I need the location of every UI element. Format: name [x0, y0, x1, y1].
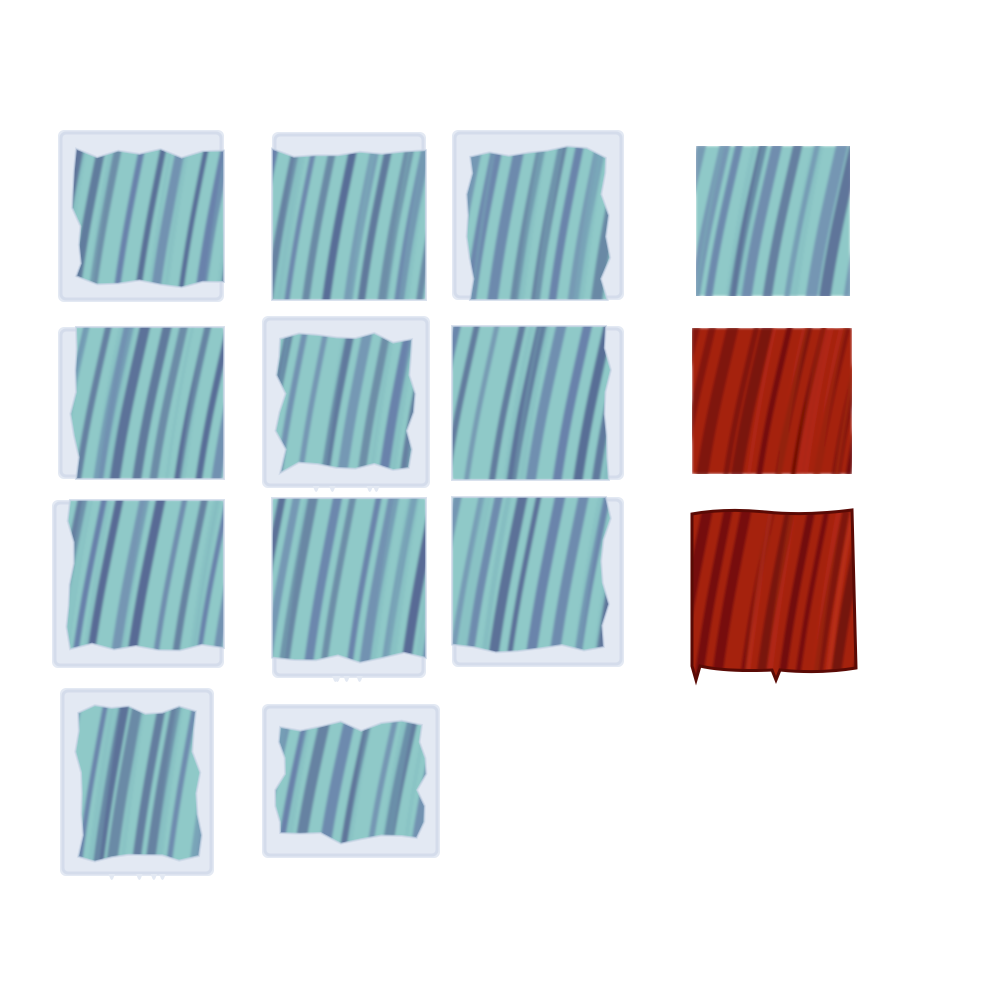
lava-tile-plain	[692, 328, 852, 474]
ice-texture	[58, 326, 225, 480]
ice-texture	[451, 325, 624, 481]
lava-texture	[690, 508, 858, 686]
ice-tile-plain	[696, 146, 850, 296]
ice-tile-snow-right	[451, 325, 624, 481]
lava-tile-dripping	[686, 506, 860, 686]
ice-tile-snow-top-left-bottom	[58, 130, 225, 302]
ice-tile-snow-all-sides	[262, 316, 430, 492]
ice-texture	[262, 316, 430, 492]
ice-texture	[696, 146, 850, 296]
ice-tile-snow-top	[271, 132, 427, 301]
ice-texture	[452, 130, 624, 301]
ice-texture	[60, 688, 214, 880]
ice-tile-snow-left-bottom	[52, 499, 225, 668]
ice-tile-snow-top-sides-bottom	[60, 688, 214, 880]
ice-texture	[262, 704, 440, 858]
ice-texture	[52, 499, 225, 668]
ice-tile-snow-sides	[262, 704, 440, 858]
lava-texture	[692, 328, 852, 474]
ice-tile-snow-bottom	[271, 497, 427, 682]
ice-tile-snow-top-right	[452, 130, 624, 301]
ice-tile-snow-right-bottom	[451, 496, 624, 667]
ice-texture	[451, 496, 624, 667]
ice-tile-snow-left	[58, 326, 225, 480]
ice-texture	[271, 132, 427, 301]
ice-texture	[58, 130, 225, 302]
ice-texture	[271, 497, 427, 682]
